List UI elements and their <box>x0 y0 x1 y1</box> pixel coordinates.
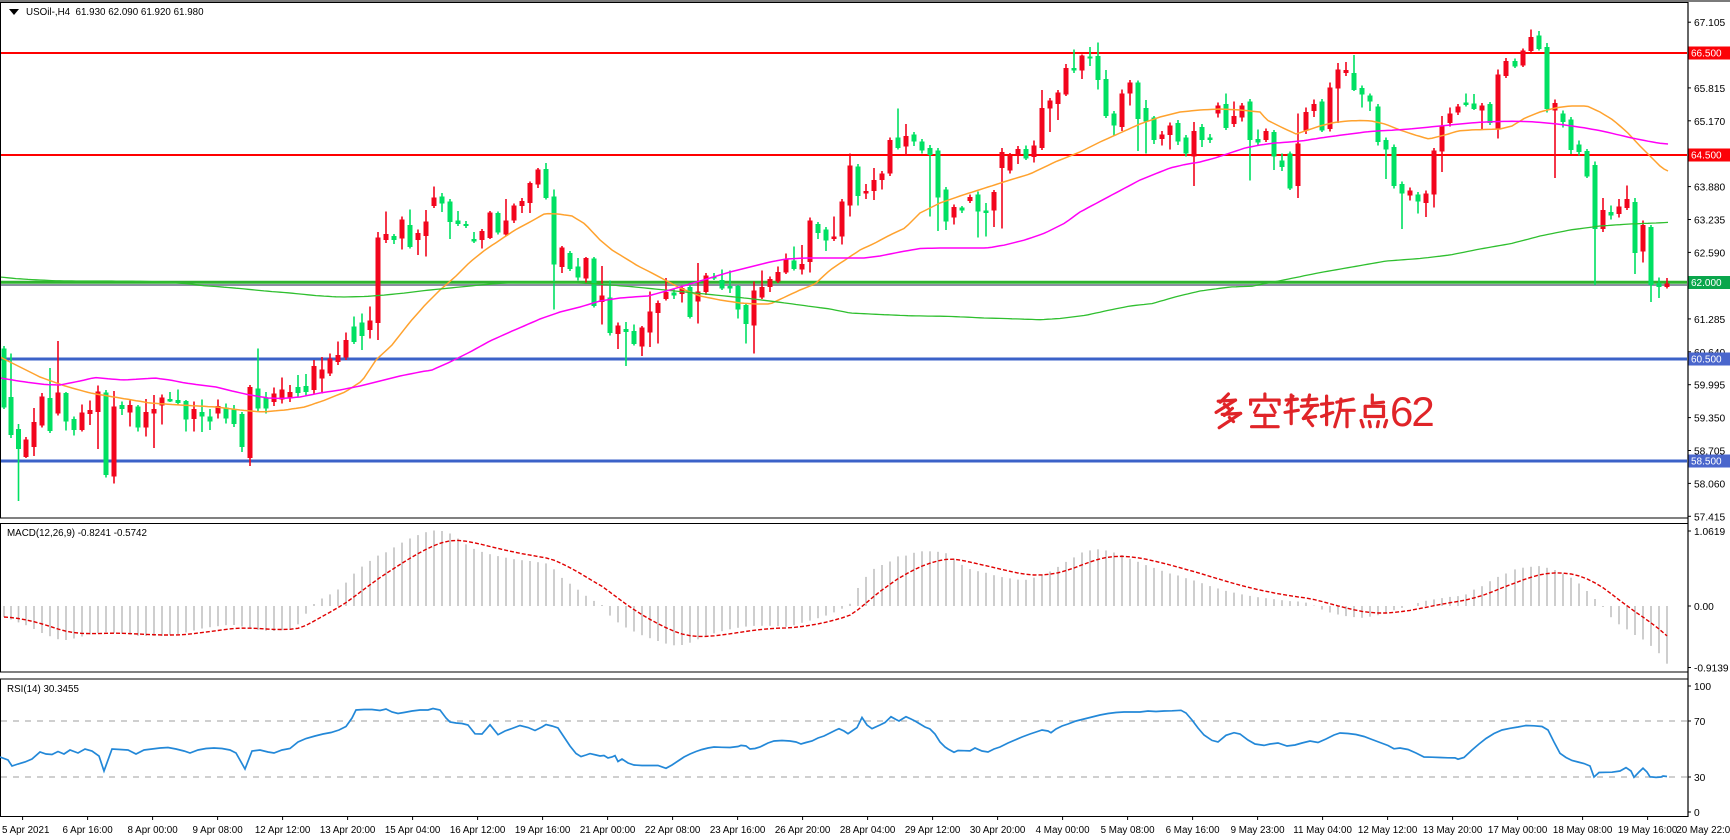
svg-text:13 Apr 20:00: 13 Apr 20:00 <box>320 825 376 836</box>
svg-text:6 Apr 16:00: 6 Apr 16:00 <box>63 825 114 836</box>
svg-text:30 Apr 20:00: 30 Apr 20:00 <box>970 825 1026 836</box>
svg-text:65.815: 65.815 <box>1694 84 1725 95</box>
svg-text:5 Apr 2021: 5 Apr 2021 <box>2 825 49 836</box>
svg-text:13 May 20:00: 13 May 20:00 <box>1423 825 1483 836</box>
svg-text:100: 100 <box>1694 682 1711 693</box>
svg-text:26 Apr 20:00: 26 Apr 20:00 <box>775 825 831 836</box>
svg-text:64.500: 64.500 <box>1691 151 1722 162</box>
svg-text:58.060: 58.060 <box>1694 479 1725 490</box>
svg-text:19 May 16:00: 19 May 16:00 <box>1618 825 1678 836</box>
svg-text:23 Apr 16:00: 23 Apr 16:00 <box>710 825 766 836</box>
svg-text:63.880: 63.880 <box>1694 183 1725 194</box>
svg-text:5 May 08:00: 5 May 08:00 <box>1101 825 1155 836</box>
svg-text:USOil-,H4 61.930 62.090 61.92: USOil-,H4 61.930 62.090 61.920 61.980 <box>26 7 204 18</box>
svg-text:57.415: 57.415 <box>1694 512 1725 523</box>
svg-text:20 May 22:00: 20 May 22:00 <box>1676 825 1730 836</box>
svg-text:12 Apr 12:00: 12 Apr 12:00 <box>255 825 311 836</box>
svg-text:11 May 04:00: 11 May 04:00 <box>1293 825 1352 836</box>
svg-text:8 Apr 00:00: 8 Apr 00:00 <box>128 825 179 836</box>
svg-text:62: 62 <box>1390 388 1433 435</box>
svg-text:MACD(12,26,9) -0.8241 -0.5742: MACD(12,26,9) -0.8241 -0.5742 <box>7 528 147 539</box>
svg-text:22 Apr 08:00: 22 Apr 08:00 <box>645 825 701 836</box>
svg-text:65.170: 65.170 <box>1694 117 1725 128</box>
svg-text:9 May 23:00: 9 May 23:00 <box>1231 825 1285 836</box>
svg-text:0.00: 0.00 <box>1694 602 1714 613</box>
svg-text:4 May 00:00: 4 May 00:00 <box>1036 825 1090 836</box>
svg-text:1.0619: 1.0619 <box>1694 527 1725 538</box>
svg-text:58.500: 58.500 <box>1691 457 1722 468</box>
svg-text:6 May 16:00: 6 May 16:00 <box>1166 825 1220 836</box>
svg-text:59.995: 59.995 <box>1694 381 1725 392</box>
svg-text:30: 30 <box>1694 773 1706 784</box>
svg-text:-0.9139: -0.9139 <box>1694 664 1729 675</box>
svg-text:19 Apr 16:00: 19 Apr 16:00 <box>515 825 571 836</box>
svg-text:66.500: 66.500 <box>1691 49 1722 60</box>
svg-text:61.285: 61.285 <box>1694 315 1725 326</box>
svg-text:62.590: 62.590 <box>1694 248 1725 259</box>
svg-text:RSI(14) 30.3455: RSI(14) 30.3455 <box>7 684 79 695</box>
svg-text:9 Apr 08:00: 9 Apr 08:00 <box>193 825 244 836</box>
svg-text:70: 70 <box>1694 717 1706 728</box>
svg-text:58.705: 58.705 <box>1694 447 1725 458</box>
svg-text:67.105: 67.105 <box>1694 18 1725 29</box>
svg-text:29 Apr 12:00: 29 Apr 12:00 <box>905 825 961 836</box>
svg-text:15 Apr 04:00: 15 Apr 04:00 <box>385 825 441 836</box>
svg-text:59.350: 59.350 <box>1694 414 1725 425</box>
svg-text:16 Apr 12:00: 16 Apr 12:00 <box>450 825 506 836</box>
svg-text:17 May 00:00: 17 May 00:00 <box>1488 825 1548 836</box>
svg-text:62.000: 62.000 <box>1691 278 1722 289</box>
svg-text:60.500: 60.500 <box>1691 355 1722 366</box>
svg-text:28 Apr 04:00: 28 Apr 04:00 <box>840 825 896 836</box>
svg-text:12 May 12:00: 12 May 12:00 <box>1358 825 1418 836</box>
svg-text:18 May 08:00: 18 May 08:00 <box>1553 825 1613 836</box>
svg-text:21 Apr 00:00: 21 Apr 00:00 <box>580 825 636 836</box>
svg-text:63.235: 63.235 <box>1694 216 1725 227</box>
svg-text:0: 0 <box>1694 808 1700 819</box>
